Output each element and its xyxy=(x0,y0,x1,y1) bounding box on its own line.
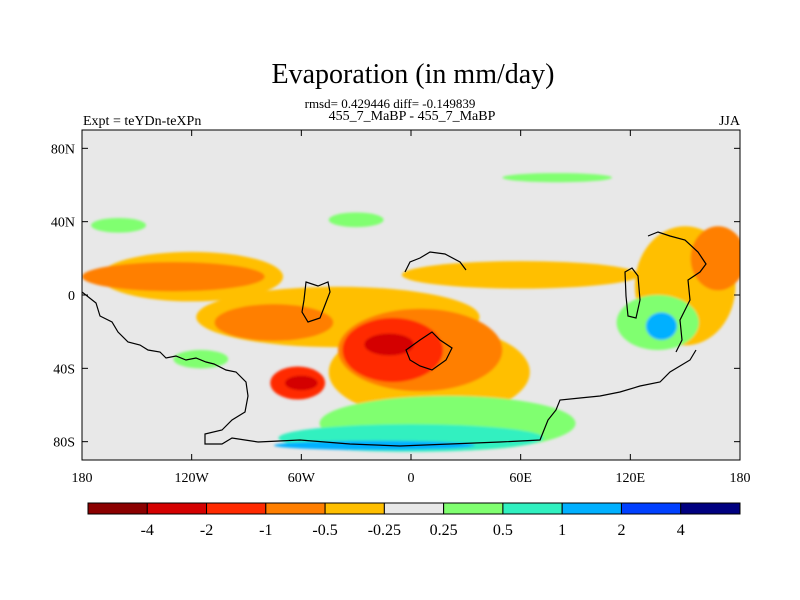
colorbar-swatch xyxy=(680,502,741,515)
colorbar-level-label: 1 xyxy=(558,522,566,539)
contour-region-12 xyxy=(690,226,740,291)
colorbar-swatch xyxy=(443,502,504,515)
contour-region-19 xyxy=(91,218,146,233)
land-sea-outline xyxy=(82,231,707,447)
colorbar-level-label: -0.25 xyxy=(368,522,401,539)
colorbar-level-label: -0.5 xyxy=(312,522,337,539)
antarctic-coast-outline xyxy=(257,349,697,447)
colorbar-level-label: 4 xyxy=(677,522,685,539)
contour-region-10 xyxy=(284,375,318,391)
contour-region-17 xyxy=(645,312,677,340)
colorbar-swatch xyxy=(146,502,208,515)
x-tick-label: 60W xyxy=(288,471,316,486)
colorbar-level-label: -1 xyxy=(259,522,272,539)
x-tick-label: 120E xyxy=(616,471,646,486)
y-tick-label: 40N xyxy=(51,216,75,231)
season-label: JJA xyxy=(719,114,741,129)
y-tick-label: 0 xyxy=(68,289,75,304)
colorbar-level-label: 0.25 xyxy=(430,522,458,539)
x-tick-label: 180 xyxy=(730,471,751,486)
south-america-outline xyxy=(82,291,259,445)
chart-title: Evaporation (in mm/day) xyxy=(271,59,554,90)
colorbar-swatch xyxy=(265,502,326,515)
asia-pacific-outline xyxy=(647,231,707,353)
stats-line: rmsd= 0.429446 diff= -0.149839 xyxy=(305,96,476,111)
colorbar-level-label: -2 xyxy=(200,522,213,539)
contour-regions xyxy=(82,173,740,452)
colorbar-level-label: -4 xyxy=(141,522,154,539)
x-tick-label: 120W xyxy=(175,471,210,486)
eurasia-coast-outline xyxy=(404,251,467,273)
contour-region-3 xyxy=(401,261,640,289)
x-tick-label: 180 xyxy=(72,471,93,486)
contour-region-20 xyxy=(328,212,384,228)
plot-area: 180 120W 60W 0 60E 120E 180 80N 40N 0 40S 80S xyxy=(51,129,751,486)
africa-outline xyxy=(301,281,331,323)
maritime-continent-outline xyxy=(405,331,453,371)
colorbar-level-label: 2 xyxy=(617,522,625,539)
pacific-island-outline xyxy=(624,267,641,319)
colorbar-level-label: 0.5 xyxy=(493,522,513,539)
colorbar-swatch xyxy=(383,502,445,515)
contour-region-5 xyxy=(214,304,334,341)
colorbar-swatch xyxy=(502,502,563,515)
y-tick-label: 40S xyxy=(53,362,75,377)
colorbar-swatch xyxy=(324,502,385,515)
period-comparison-label: 455_7_MaBP - 455_7_MaBP xyxy=(329,109,496,124)
x-tick-label: 60E xyxy=(509,471,532,486)
colorbar: -4 -2 -1 -0.5 -0.25 0.25 0.5 1 2 4 xyxy=(87,502,741,539)
colorbar-swatch xyxy=(620,502,682,515)
contour-region-18 xyxy=(502,173,613,183)
colorbar-swatch xyxy=(87,502,148,515)
contour-region-21 xyxy=(173,350,229,369)
axes: 180 120W 60W 0 60E 120E 180 80N 40N 0 40S 80S xyxy=(51,130,751,486)
experiment-label: Expt = teYDn-teXPn xyxy=(83,114,201,129)
y-tick-label: 80S xyxy=(53,436,75,451)
contour-region-8 xyxy=(364,333,414,356)
colorbar-swatch xyxy=(206,502,267,515)
contour-region-4 xyxy=(82,262,265,292)
x-tick-label: 0 xyxy=(408,471,415,486)
y-tick-label: 80N xyxy=(51,142,75,157)
colorbar-swatch xyxy=(561,502,622,515)
